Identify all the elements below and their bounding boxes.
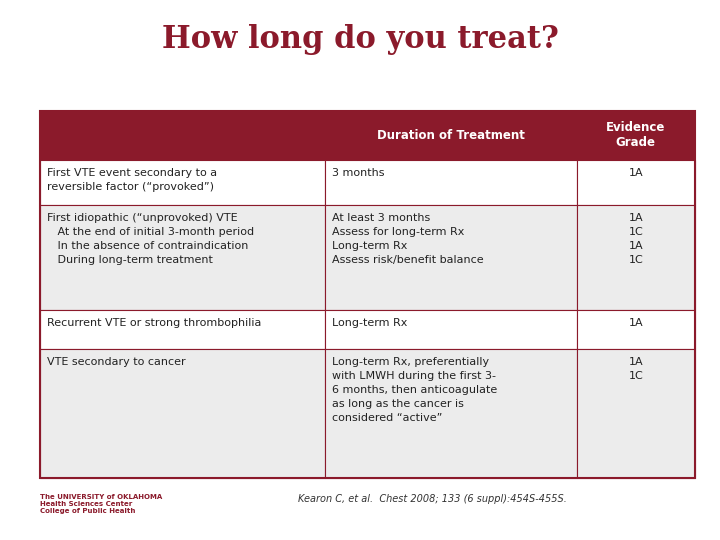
Bar — [40, 111, 695, 478]
Bar — [577, 160, 695, 205]
Bar — [40, 111, 325, 160]
Text: 1A: 1A — [629, 167, 643, 178]
Bar — [325, 111, 577, 160]
Text: Long-term Rx: Long-term Rx — [332, 318, 408, 328]
Text: 1A
1C: 1A 1C — [629, 356, 643, 381]
Bar — [40, 310, 325, 349]
Text: First VTE event secondary to a
reversible factor (“provoked”): First VTE event secondary to a reversibl… — [47, 167, 217, 192]
Bar — [40, 160, 325, 205]
Bar — [577, 111, 695, 160]
Bar — [325, 160, 577, 205]
Bar — [325, 205, 577, 310]
Text: The UNIVERSITY of OKLAHOMA
Health Sciences Center
College of Public Health: The UNIVERSITY of OKLAHOMA Health Scienc… — [40, 494, 162, 514]
Bar — [577, 349, 695, 478]
Text: 1A: 1A — [629, 318, 643, 328]
Text: Recurrent VTE or strong thrombophilia: Recurrent VTE or strong thrombophilia — [47, 318, 261, 328]
Bar — [40, 349, 325, 478]
Text: Long-term Rx, preferentially
with LMWH during the first 3-
6 months, then antico: Long-term Rx, preferentially with LMWH d… — [332, 356, 497, 423]
Bar — [577, 205, 695, 310]
Text: How long do you treat?: How long do you treat? — [161, 24, 559, 55]
Text: Evidence
Grade: Evidence Grade — [606, 122, 665, 150]
Text: First idiopathic (“unprovoked) VTE
   At the end of initial 3-month period
   In: First idiopathic (“unprovoked) VTE At th… — [47, 213, 254, 265]
Bar — [325, 349, 577, 478]
Text: VTE secondary to cancer: VTE secondary to cancer — [47, 356, 186, 367]
Text: 3 months: 3 months — [332, 167, 384, 178]
Text: Duration of Treatment: Duration of Treatment — [377, 129, 525, 142]
Text: At least 3 months
Assess for long-term Rx
Long-term Rx
Assess risk/benefit balan: At least 3 months Assess for long-term R… — [332, 213, 483, 265]
Bar — [577, 310, 695, 349]
Text: 1A
1C
1A
1C: 1A 1C 1A 1C — [629, 213, 643, 265]
Text: Kearon C, et al.  Chest 2008; 133 (6 suppl):454S-455S.: Kearon C, et al. Chest 2008; 133 (6 supp… — [297, 494, 567, 504]
Bar — [40, 205, 325, 310]
Bar — [325, 310, 577, 349]
